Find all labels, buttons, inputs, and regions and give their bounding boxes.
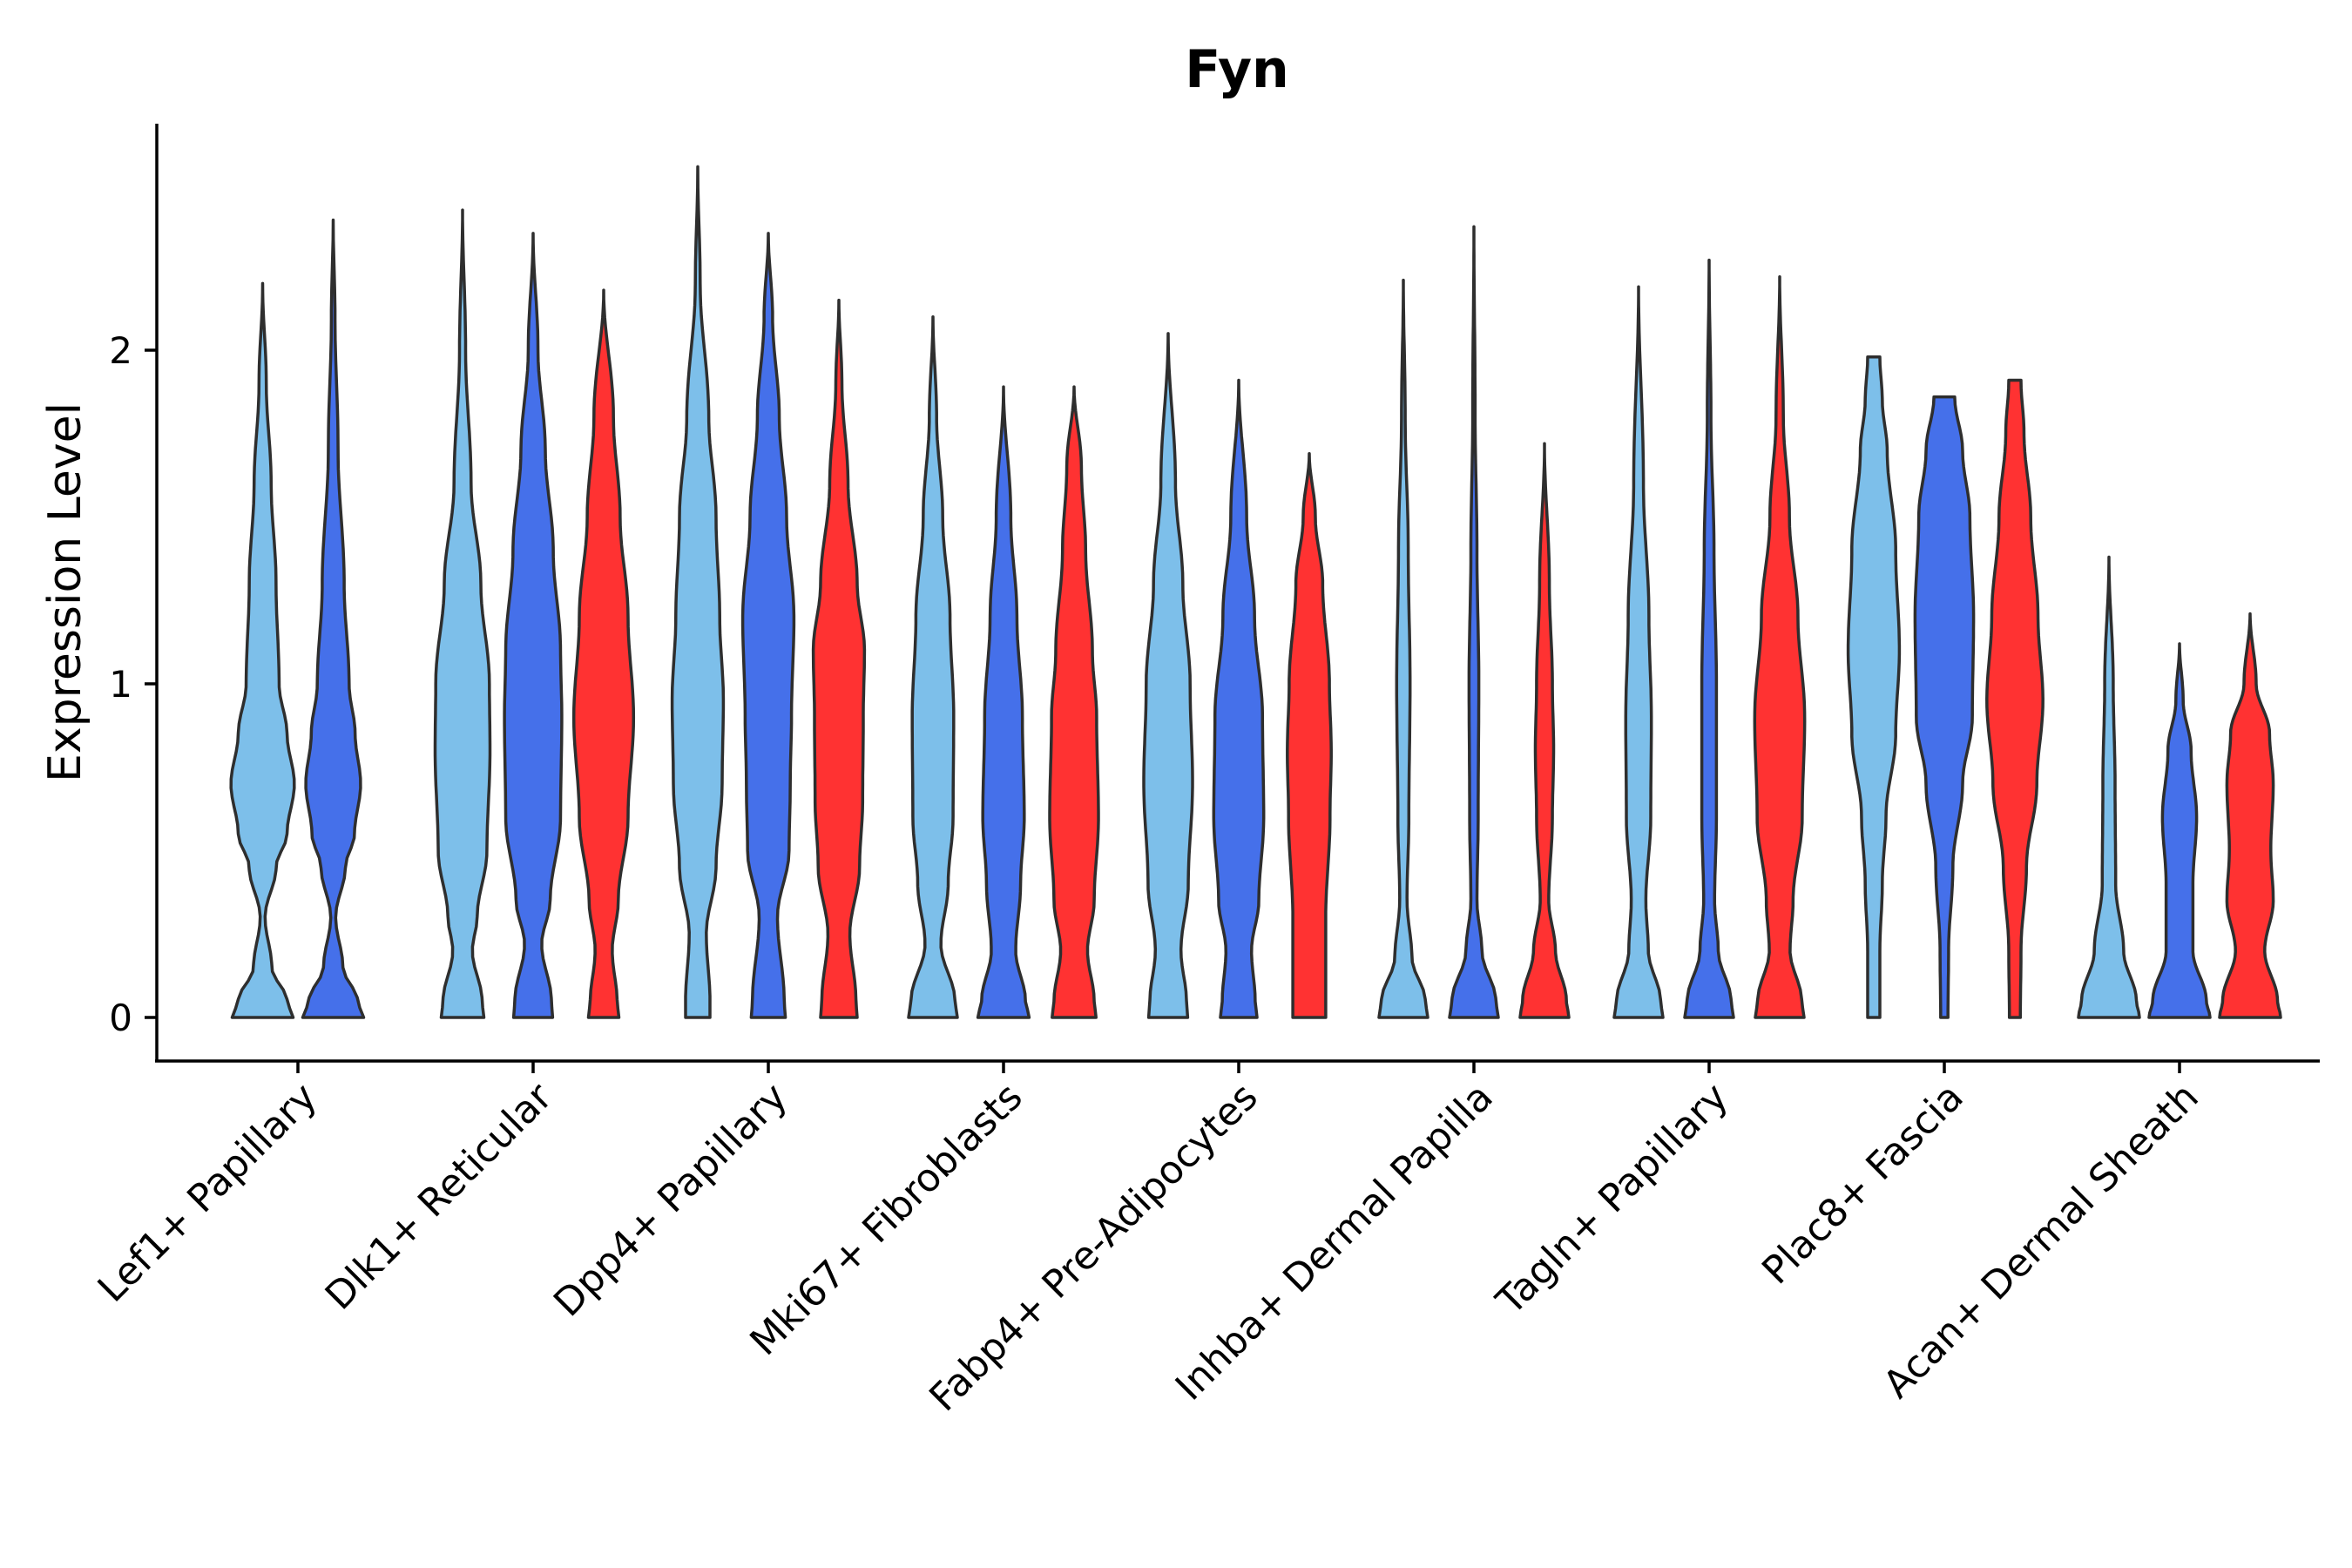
violin-2-3 <box>571 288 636 1019</box>
violin-9-2 <box>2147 642 2212 1019</box>
y-axis-label: Expression Level <box>39 402 91 782</box>
violin-4-1 <box>907 314 959 1019</box>
violin-5-1 <box>1142 332 1194 1019</box>
violin-5-3 <box>1286 451 1333 1019</box>
violin-3-3 <box>811 298 867 1019</box>
violin-9-1 <box>2077 555 2141 1019</box>
violin-8-3 <box>1985 378 2044 1019</box>
chart-title: Fyn <box>1185 39 1289 100</box>
y-tick-label: 0 <box>109 997 132 1039</box>
violin-8-2 <box>1913 395 1976 1019</box>
x-tick-label: Dlk1+ Reticular <box>317 1074 562 1319</box>
violin-3-1 <box>670 165 726 1019</box>
violin-6-3 <box>1518 442 1571 1019</box>
x-tick-label: Tagln+ Papillary <box>1488 1075 1737 1324</box>
y-tick-label: 2 <box>109 329 132 372</box>
violin-2-2 <box>503 232 564 1019</box>
violin-1-2 <box>301 218 366 1019</box>
x-tick-label: Lef1+ Papillary <box>90 1075 326 1311</box>
violins-layer <box>229 165 2282 1019</box>
y-tick-label: 1 <box>109 663 132 706</box>
violin-8-1 <box>1846 355 1902 1019</box>
violin-2-1 <box>433 208 492 1019</box>
violin-7-2 <box>1683 258 1735 1019</box>
violin-5-2 <box>1212 378 1266 1019</box>
violin-6-1 <box>1377 278 1429 1019</box>
y-ticks: 0 1 2 <box>109 329 157 1039</box>
violin-6-2 <box>1448 225 1500 1019</box>
violin-9-3 <box>2218 612 2282 1019</box>
violin-4-3 <box>1048 385 1100 1019</box>
violin-3-2 <box>740 232 796 1019</box>
violin-4-2 <box>976 385 1031 1019</box>
x-tick-label: Dpp4+ Papillary <box>545 1075 796 1326</box>
violin-7-3 <box>1753 274 1807 1019</box>
violin-7-1 <box>1612 285 1665 1019</box>
x-tick-label: Plac8+ Fascia <box>1754 1075 1972 1294</box>
violin-1-1 <box>229 281 296 1019</box>
